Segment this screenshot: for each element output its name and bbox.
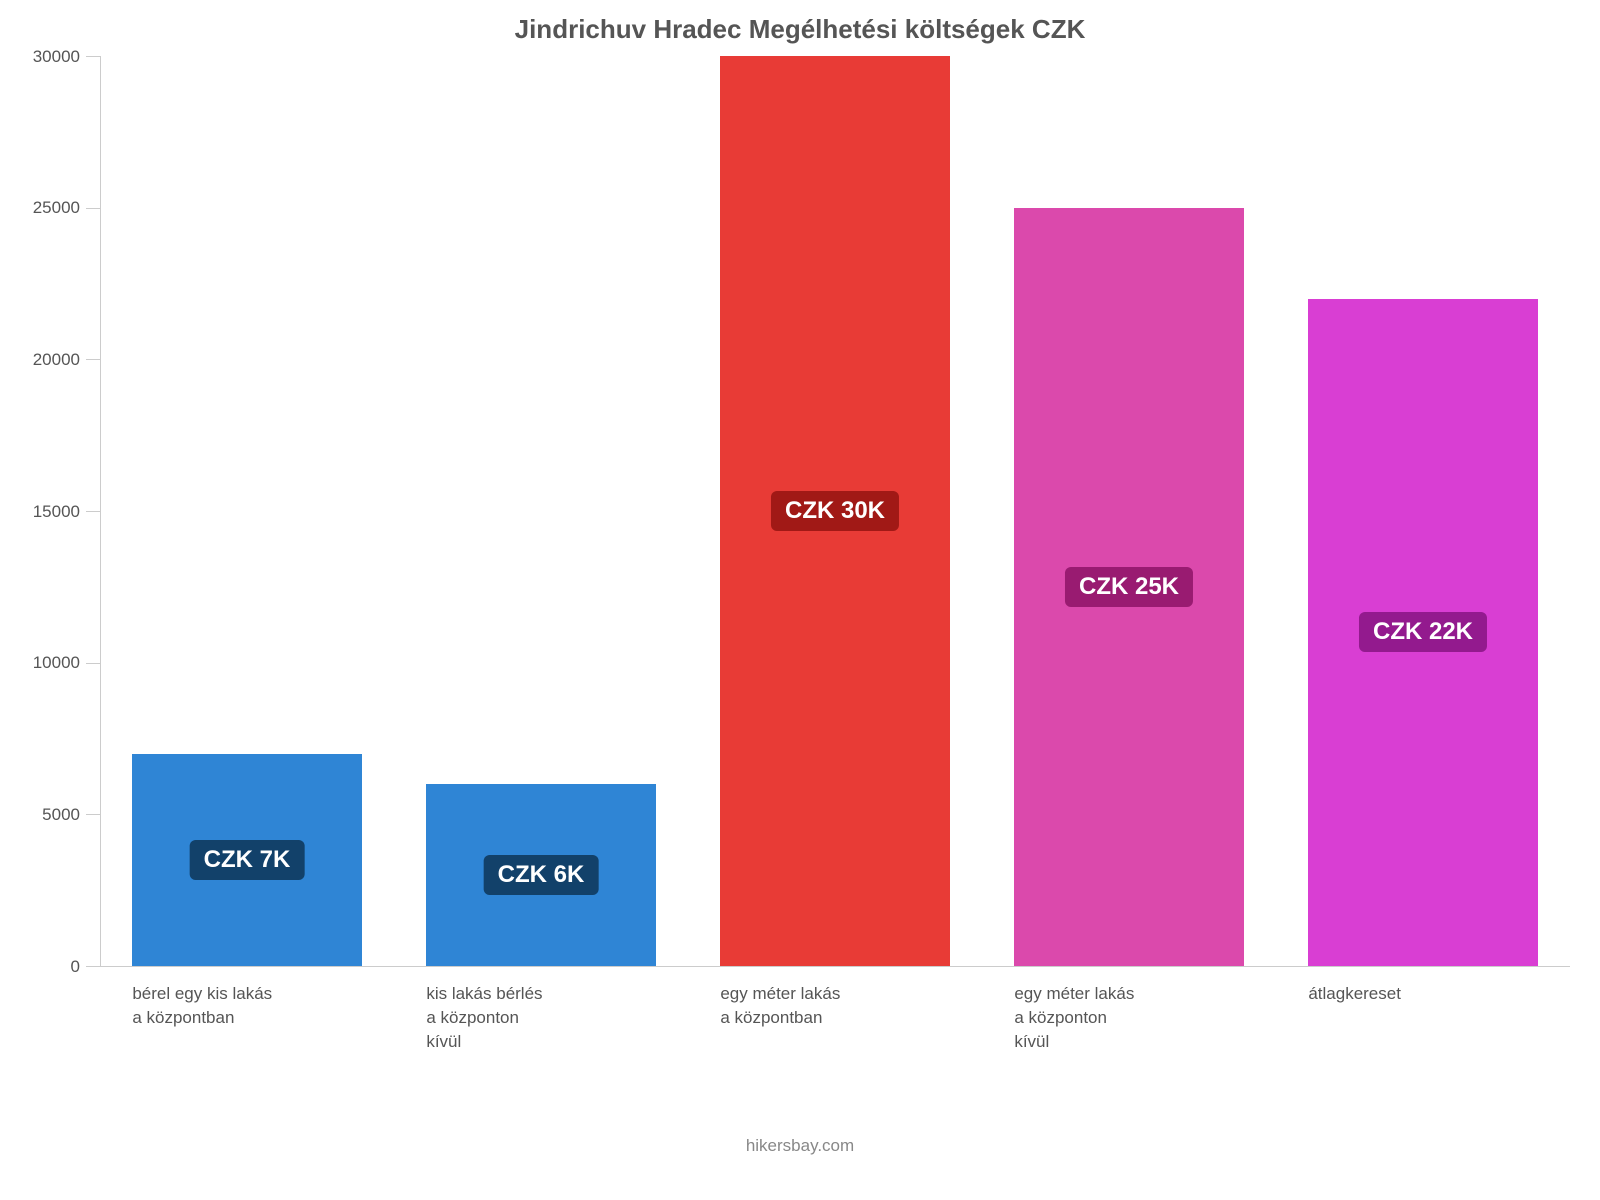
y-tick-mark: [86, 966, 100, 967]
x-tick-label-line: kis lakás bérlés: [426, 982, 655, 1006]
y-tick-label: 20000: [33, 350, 80, 370]
x-tick-label-line: kívül: [1014, 1030, 1243, 1054]
y-axis-line: [100, 56, 101, 966]
x-tick-label: kis lakás bérlésa központonkívül: [426, 982, 655, 1054]
y-tick-mark: [86, 56, 100, 57]
y-tick-label: 15000: [33, 502, 80, 522]
x-tick-label-line: egy méter lakás: [720, 982, 949, 1006]
x-tick-label-line: egy méter lakás: [1014, 982, 1243, 1006]
y-tick-mark: [86, 359, 100, 360]
y-tick-label: 5000: [42, 805, 80, 825]
y-tick-label: 0: [71, 957, 80, 977]
x-tick-label-line: a központban: [720, 1006, 949, 1030]
x-tick-label-line: bérel egy kis lakás: [132, 982, 361, 1006]
x-tick-label-line: kívül: [426, 1030, 655, 1054]
x-tick-label: bérel egy kis lakása központban: [132, 982, 361, 1030]
x-tick-label: egy méter lakása központban: [720, 982, 949, 1030]
x-tick-label-line: átlagkereset: [1308, 982, 1537, 1006]
x-tick-label-line: a központban: [132, 1006, 361, 1030]
y-tick-label: 30000: [33, 47, 80, 67]
y-tick-mark: [86, 814, 100, 815]
y-tick-label: 10000: [33, 653, 80, 673]
y-tick-mark: [86, 208, 100, 209]
x-axis-line: [100, 966, 1570, 967]
x-tick-label-line: a központon: [426, 1006, 655, 1030]
bar-value-label: CZK 22K: [1359, 612, 1487, 652]
y-tick-label: 25000: [33, 198, 80, 218]
bar-value-label: CZK 6K: [484, 855, 599, 895]
x-tick-label: átlagkereset: [1308, 982, 1537, 1006]
x-tick-label: egy méter lakása központonkívül: [1014, 982, 1243, 1054]
chart-wrapper: Jindrichuv Hradec Megélhetési költségek …: [0, 0, 1600, 1200]
y-tick-mark: [86, 511, 100, 512]
bar-value-label: CZK 7K: [190, 840, 305, 880]
bar-value-label: CZK 30K: [771, 491, 899, 531]
bar-value-label: CZK 25K: [1065, 567, 1193, 607]
footer-credit: hikersbay.com: [0, 1136, 1600, 1156]
y-tick-mark: [86, 663, 100, 664]
x-tick-label-line: a központon: [1014, 1006, 1243, 1030]
chart-title: Jindrichuv Hradec Megélhetési költségek …: [0, 14, 1600, 45]
